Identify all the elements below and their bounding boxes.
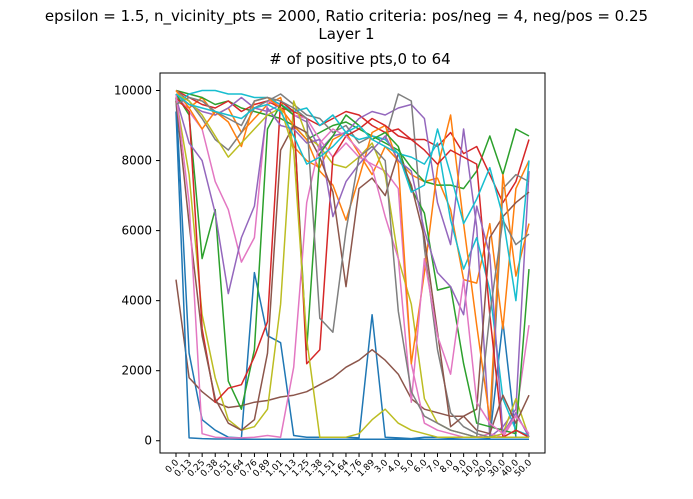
series-line-18: [175, 96, 530, 438]
series-line-12: [175, 90, 530, 421]
series-line-20: [175, 93, 530, 302]
series-layer: [175, 89, 530, 441]
series-line-5: [175, 93, 530, 438]
series-line-17: [175, 93, 530, 439]
series-line-6: [175, 191, 530, 417]
series-line-10: [175, 89, 530, 437]
series-line-16: [175, 100, 530, 435]
y-tick-label: 10000: [114, 84, 152, 98]
series-line-15: [175, 97, 530, 438]
y-tick-label: 6000: [121, 224, 152, 238]
y-tick-label: 2000: [121, 364, 152, 378]
series-line-13: [175, 93, 530, 435]
y-tick-label: 8000: [121, 154, 152, 168]
y-tick-label: 0: [144, 434, 152, 448]
series-line-8: [175, 89, 530, 438]
y-axis: 0 2000 4000 6000 8000 10000: [114, 84, 160, 448]
plot-frame: [159, 72, 546, 454]
x-axis: 0.00.130.250.380.510.640.760.891.011.131…: [164, 453, 534, 479]
series-line-4: [175, 89, 530, 204]
chart-subtitle: Layer 1: [318, 25, 375, 43]
series-line-14: [175, 96, 530, 438]
series-line-19: [175, 93, 529, 438]
series-line-11: [175, 111, 529, 441]
axes-title: # of positive pts,0 to 64: [269, 50, 451, 68]
y-tick-label: 4000: [121, 294, 152, 308]
chart-suptitle: epsilon = 1.5, n_vicinity_pts = 2000, Ra…: [44, 7, 649, 25]
series-line-7: [175, 93, 530, 438]
